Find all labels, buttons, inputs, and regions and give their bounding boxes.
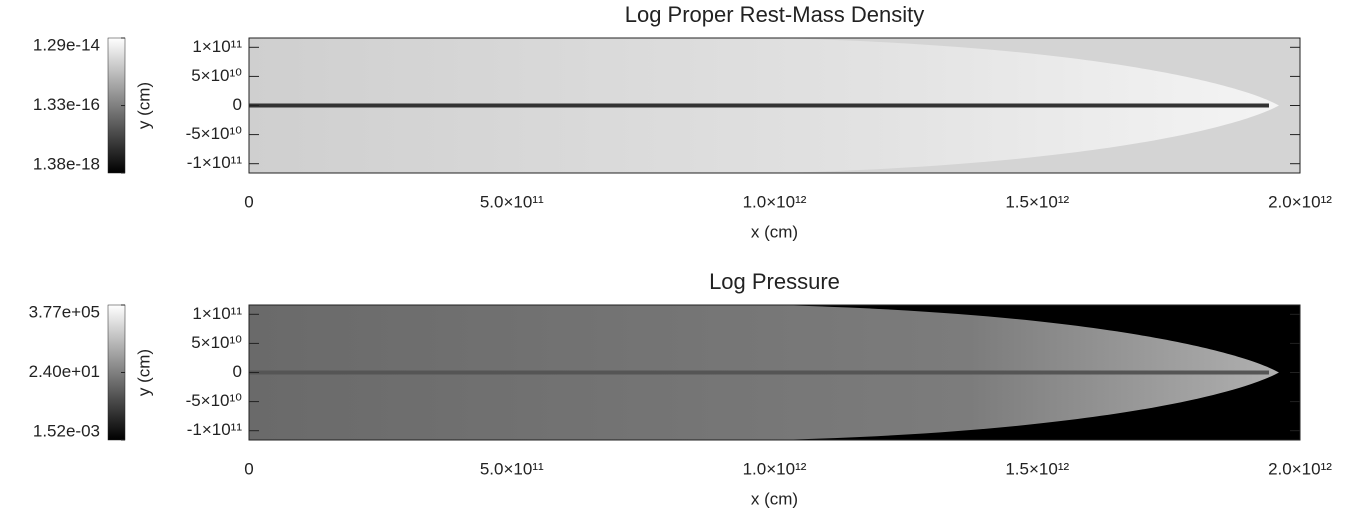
y-tick-label: -5×10¹⁰ bbox=[186, 124, 243, 143]
colorbar-tick-label: 1.29e-14 bbox=[33, 35, 100, 54]
colorbar-tick-label: 1.33e-16 bbox=[33, 95, 100, 114]
y-axis-label: y (cm) bbox=[134, 82, 153, 129]
x-tick-label: 2.0×10¹² bbox=[1268, 192, 1332, 211]
y-tick-label: -1×10¹¹ bbox=[187, 153, 243, 172]
y-tick-label: -1×10¹¹ bbox=[187, 420, 243, 439]
y-axis-label: y (cm) bbox=[134, 349, 153, 396]
y-tick-label: -5×10¹⁰ bbox=[186, 391, 243, 410]
colorbar-tick-label: 2.40e+01 bbox=[29, 362, 100, 381]
y-tick-label: 1×10¹¹ bbox=[192, 304, 242, 323]
chart-title: Log Pressure bbox=[709, 269, 840, 294]
y-tick-label: 0 bbox=[233, 362, 242, 381]
y-tick-label: 1×10¹¹ bbox=[192, 37, 242, 56]
y-tick-label: 5×10¹⁰ bbox=[191, 66, 242, 85]
x-tick-label: 0 bbox=[244, 192, 253, 211]
x-axis-label: x (cm) bbox=[751, 222, 798, 241]
x-tick-label: 1.0×10¹² bbox=[743, 192, 807, 211]
colorbar-tick-label: 3.77e+05 bbox=[29, 302, 100, 321]
chart-title: Log Proper Rest-Mass Density bbox=[625, 2, 925, 27]
y-tick-label: 0 bbox=[233, 95, 242, 114]
x-tick-label: 0 bbox=[244, 459, 253, 478]
x-axis-label: x (cm) bbox=[751, 489, 798, 508]
jet-spine bbox=[249, 370, 1269, 375]
colorbar-tick-label: 1.52e-03 bbox=[33, 421, 100, 440]
y-tick-label: 5×10¹⁰ bbox=[191, 333, 242, 352]
x-tick-label: 1.5×10¹² bbox=[1005, 192, 1069, 211]
jet-spine bbox=[249, 103, 1269, 108]
colorbar-tick-label: 1.38e-18 bbox=[33, 154, 100, 173]
x-tick-label: 2.0×10¹² bbox=[1268, 459, 1332, 478]
x-tick-label: 5.0×10¹¹ bbox=[480, 459, 544, 478]
x-tick-label: 5.0×10¹¹ bbox=[480, 192, 544, 211]
x-tick-label: 1.5×10¹² bbox=[1005, 459, 1069, 478]
x-tick-label: 1.0×10¹² bbox=[743, 459, 807, 478]
